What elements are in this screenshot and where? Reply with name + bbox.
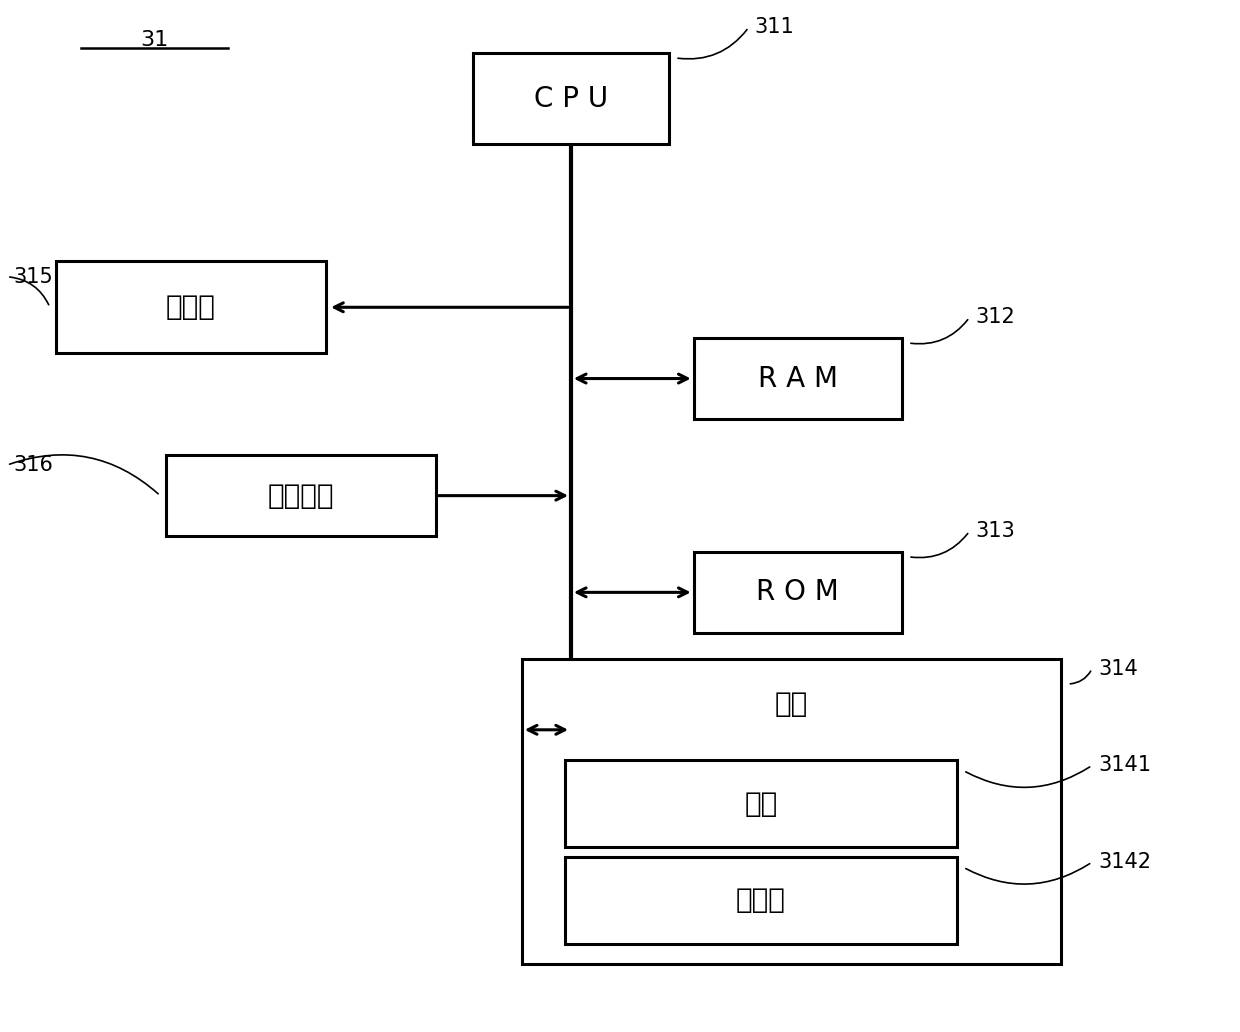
Bar [693, 337, 901, 419]
Bar [565, 761, 957, 847]
Bar [56, 261, 326, 353]
Bar [565, 857, 957, 943]
Text: 313: 313 [976, 521, 1016, 541]
Text: C P U: C P U [534, 85, 608, 112]
Text: 数据库: 数据库 [737, 886, 786, 914]
Text: R A M: R A M [758, 364, 838, 392]
Text: 314: 314 [1099, 658, 1138, 679]
Text: 31: 31 [140, 30, 169, 50]
Bar [472, 53, 670, 144]
Text: 316: 316 [14, 455, 53, 475]
Text: 程序: 程序 [744, 789, 777, 817]
Text: 输入部件: 输入部件 [268, 482, 335, 510]
Text: 3142: 3142 [1099, 852, 1151, 872]
Text: R O M: R O M [756, 578, 839, 607]
Text: 315: 315 [14, 266, 53, 287]
Text: 硬盘: 硬盘 [775, 690, 808, 718]
Text: 3141: 3141 [1099, 755, 1151, 775]
Text: 311: 311 [755, 18, 795, 37]
Text: 显示器: 显示器 [166, 293, 216, 321]
Text: 312: 312 [976, 308, 1016, 327]
Bar [693, 552, 901, 633]
Bar [522, 658, 1061, 964]
Bar [166, 455, 436, 537]
